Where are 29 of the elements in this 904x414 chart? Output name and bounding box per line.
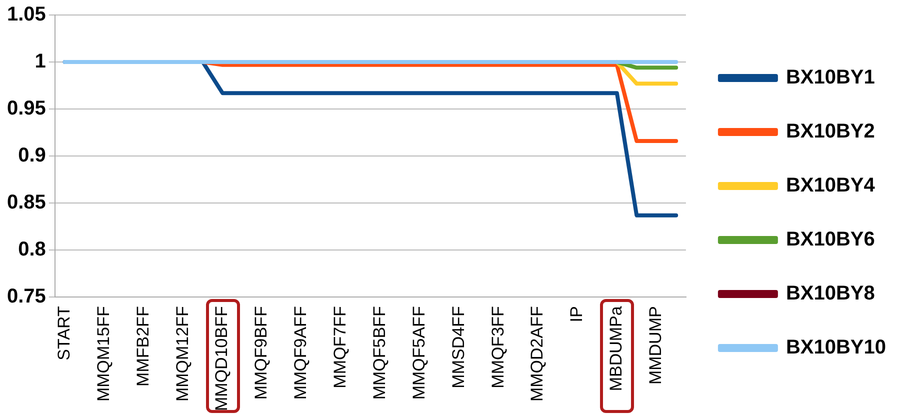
x-tick-label: MBDUMPa: [606, 306, 626, 392]
x-tick-label: MMQM12FF: [172, 306, 192, 402]
y-tick-label: 1.05: [6, 4, 46, 26]
legend-label: BX10BY6: [786, 228, 875, 251]
x-tick-label: MMQF9AFF: [291, 306, 310, 400]
y-tick-label: 1: [34, 50, 46, 73]
x-tick-label: MMDUMP: [646, 306, 666, 385]
legend-label: BX10BY2: [786, 120, 875, 143]
y-tick-label: 0.75: [6, 286, 46, 308]
x-tick-label: MMFB2FF: [133, 306, 152, 386]
y-tick-label: 0.95: [6, 98, 46, 120]
legend-label: BX10BY4: [786, 174, 876, 197]
x-tick-label: MMQF7FF: [330, 306, 350, 388]
x-tick-label: MMQF5BFF: [370, 306, 389, 400]
legend-label: BX10BY8: [786, 282, 875, 305]
x-tick-label: MMQF3FF: [488, 306, 508, 388]
x-tick-label: MMQD10BFF: [212, 306, 232, 412]
x-tick-label: MMQF9BFF: [252, 306, 271, 400]
legend-label: BX10BY10: [786, 336, 886, 359]
legend-label: BX10BY1: [786, 66, 875, 89]
y-tick-label: 0.85: [6, 192, 46, 214]
x-tick-label: MMQF5AFF: [409, 306, 428, 400]
x-tick-label: MMSD4FF: [448, 306, 468, 388]
x-tick-label: IP: [567, 306, 586, 322]
x-tick-label: START: [54, 306, 74, 360]
x-tick-label: MMQD2AFF: [528, 306, 547, 402]
y-tick-label: 0.9: [18, 144, 46, 167]
x-tick-label: MMQM15FF: [94, 306, 113, 402]
y-tick-label: 0.8: [18, 238, 46, 261]
